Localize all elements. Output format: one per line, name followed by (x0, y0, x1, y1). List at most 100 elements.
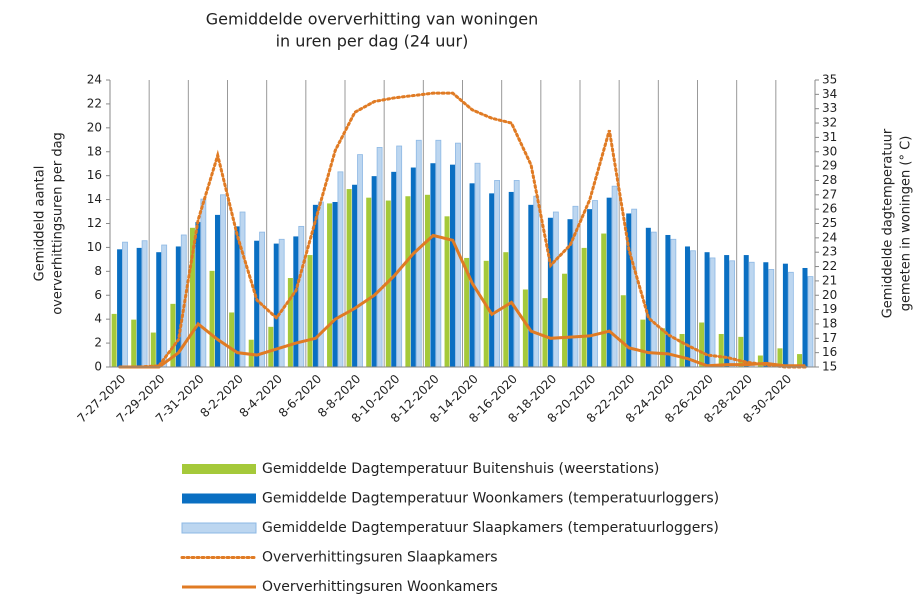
bar (659, 328, 665, 367)
bar (209, 270, 215, 367)
bar (307, 255, 313, 367)
bar (332, 201, 338, 367)
bar (150, 332, 156, 367)
bar (787, 271, 794, 368)
legend-label: Oververhittingsuren Slaapkamers (262, 550, 498, 566)
bar (317, 201, 324, 368)
bar (195, 222, 201, 367)
legend-swatch (182, 464, 256, 474)
y2-tick-label: 16 (822, 345, 837, 359)
bar (298, 225, 305, 368)
bar (464, 257, 470, 367)
bar (239, 211, 246, 368)
line (119, 233, 806, 369)
y-tick-label: 18 (87, 144, 102, 158)
bar (371, 176, 377, 367)
y2-tick-label: 17 (822, 331, 837, 345)
y-tick-label: 10 (87, 240, 102, 254)
y2-tick-label: 22 (822, 259, 837, 273)
bar (738, 336, 744, 367)
y2-tick-label: 32 (822, 116, 837, 130)
bar (430, 163, 436, 367)
y-tick-label: 12 (87, 216, 102, 230)
y2-tick-label: 23 (822, 245, 837, 259)
y2-tick-label: 18 (822, 316, 837, 330)
y-tick-label: 2 (94, 336, 102, 350)
bar (214, 214, 220, 367)
bar (489, 193, 495, 367)
bar (709, 257, 716, 368)
y-tick-label: 22 (87, 96, 102, 110)
bar (699, 322, 705, 367)
legend-swatch (182, 493, 256, 504)
bar (385, 200, 391, 367)
y-axis-label: Gemiddeld aantal (33, 166, 48, 282)
bar (131, 319, 137, 367)
bar (528, 204, 534, 367)
bar (670, 238, 677, 368)
bar (327, 203, 333, 367)
y2-axis-label: Gemiddelde dagtemperatuur (881, 128, 896, 318)
chart-title: in uren per dag (24 uur) (276, 32, 469, 51)
legend-swatch (181, 522, 257, 534)
bar (287, 278, 293, 367)
bar (567, 219, 573, 367)
bar (724, 255, 730, 367)
bar (376, 147, 383, 368)
bar (562, 273, 568, 367)
y2-tick-label: 29 (822, 159, 837, 173)
bar (273, 243, 279, 367)
y-tick-label: 8 (94, 264, 102, 278)
bar (592, 200, 598, 368)
bar (807, 276, 814, 368)
bar (435, 139, 442, 368)
y2-tick-label: 34 (822, 87, 837, 101)
bar (542, 298, 548, 367)
bar (117, 249, 123, 367)
bar (494, 180, 500, 368)
y2-tick-label: 27 (822, 187, 837, 201)
bar (483, 260, 489, 367)
bar (141, 240, 148, 368)
bar (684, 246, 690, 367)
chart-title: Gemiddelde oververhitting van woningen (206, 10, 538, 29)
bar (508, 191, 514, 367)
bar (357, 154, 363, 368)
bar (259, 231, 265, 368)
bar (533, 195, 540, 368)
bar (581, 247, 587, 367)
y2-tick-label: 30 (822, 144, 837, 158)
bar (513, 180, 520, 368)
bar (254, 240, 260, 367)
bar (611, 185, 618, 368)
bar (405, 196, 411, 367)
y2-tick-label: 19 (822, 302, 837, 316)
bar (552, 211, 559, 368)
y2-tick-label: 25 (822, 216, 837, 230)
bar (645, 227, 651, 367)
bar (797, 354, 803, 367)
y-tick-label: 16 (87, 168, 102, 182)
legend-label: Gemiddelde Dagtemperatuur Buitenshuis (w… (262, 461, 659, 477)
bar (189, 227, 195, 367)
bar (424, 194, 430, 367)
y2-tick-label: 21 (822, 273, 837, 287)
bar (718, 333, 724, 367)
bar (111, 313, 117, 367)
legend-label: Gemiddelde Dagtemperatuur Woonkamers (te… (262, 491, 719, 507)
bar (802, 267, 808, 367)
y-axis-label: oververhittingsuren per dag (51, 132, 66, 315)
bar (337, 171, 344, 368)
bar (469, 183, 475, 367)
y2-tick-label: 26 (822, 202, 837, 216)
bar (665, 234, 671, 367)
bar (704, 252, 710, 367)
bar (234, 226, 240, 367)
bar (312, 204, 318, 367)
bar (229, 312, 235, 367)
bar (601, 233, 607, 367)
y2-tick-label: 20 (822, 288, 837, 302)
legend-label: Gemiddelde Dagtemperatuur Slaapkamers (t… (262, 520, 719, 536)
y-tick-label: 4 (94, 312, 102, 326)
